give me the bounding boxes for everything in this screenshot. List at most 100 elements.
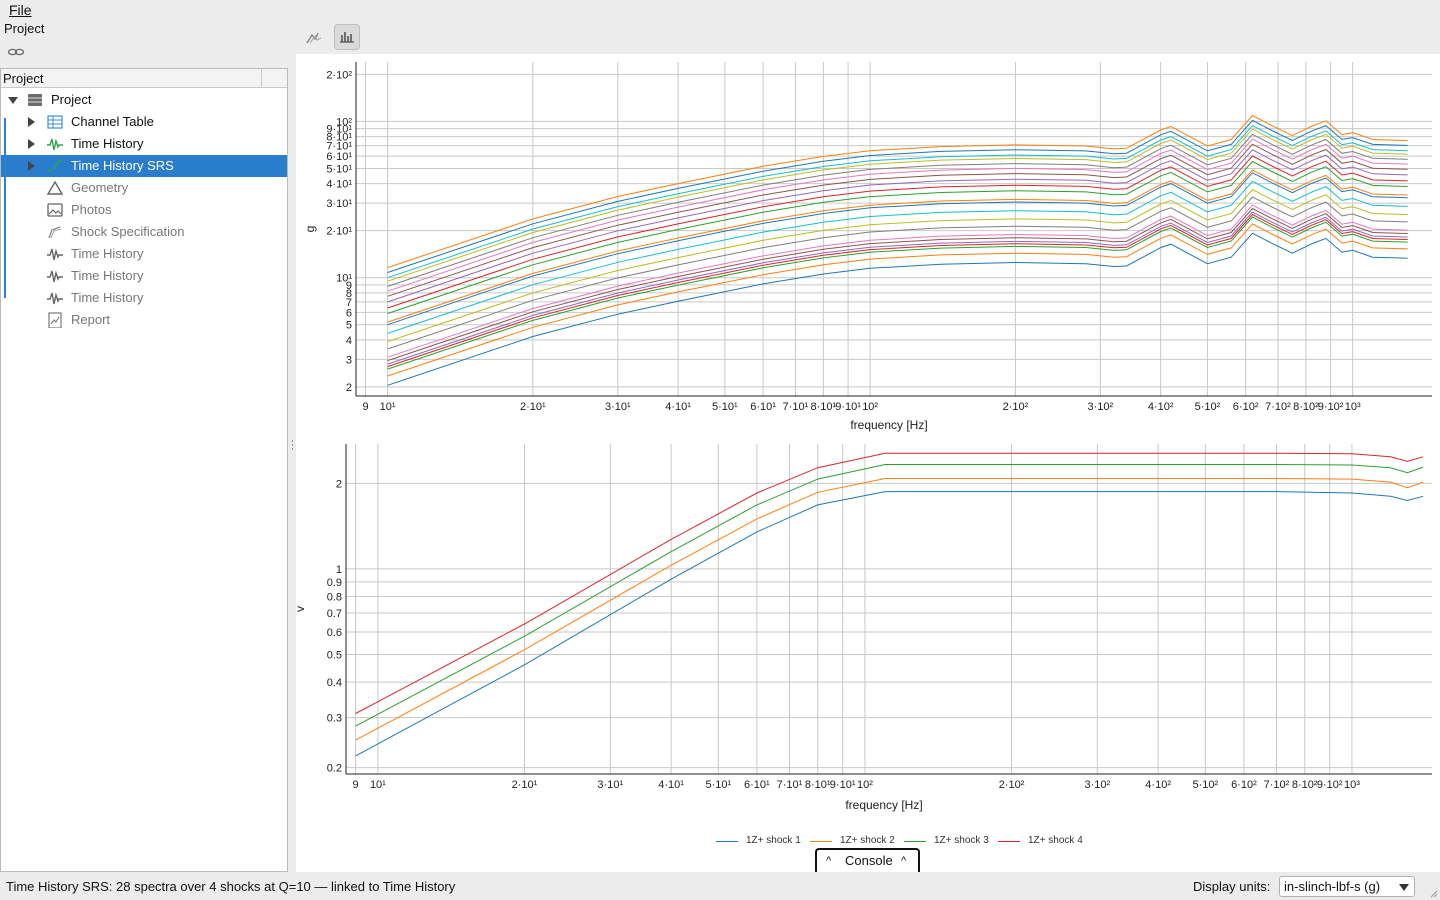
y-axis-label: g (303, 226, 317, 233)
tree-item[interactable]: Project (1, 89, 287, 111)
tree-item[interactable]: Time History SRS (1, 155, 287, 177)
srs-series-line (387, 155, 1408, 309)
x-tick-label: 6·10² (1231, 779, 1257, 791)
console-toggle-button[interactable]: ^ Console ^ (815, 848, 920, 872)
x-tick-label: 9·10¹ (835, 401, 861, 413)
srs-charts[interactable]: 9 10¹ 2·10¹ 3·10¹ 4·10¹ 5·10¹ 6·10¹ 7·10¹ 8·10¹9… (293, 54, 1440, 872)
resize-grip-icon[interactable] (1428, 888, 1438, 898)
panel-splitter[interactable] (290, 438, 294, 454)
expand-arrow-icon[interactable] (28, 139, 35, 149)
velocity-series-line (355, 464, 1424, 727)
tree-item-label: Time History (71, 136, 144, 151)
legend-label: 1Z+ shock 4 (1028, 835, 1083, 846)
legend-swatch (998, 841, 1020, 842)
x-tick-label: 6·10¹ (750, 401, 776, 413)
x-tick-label: 9·10¹ (830, 779, 856, 791)
y-tick-label: 10¹ (336, 273, 352, 285)
srs-series-line (387, 143, 1408, 297)
report-icon (46, 312, 64, 329)
y-tick-label: 4·10¹ (326, 179, 352, 191)
srs-series-line (387, 196, 1408, 350)
srs-series-line (387, 211, 1408, 365)
tree-item-label: Channel Table (71, 114, 154, 129)
tree-item[interactable]: Time History (1, 287, 287, 309)
srs-curve-icon (46, 158, 64, 174)
triangle-icon (46, 180, 64, 196)
expand-arrow-icon[interactable] (28, 161, 35, 171)
x-axis-label: frequency [Hz] (845, 798, 922, 812)
y-tick-label: 2·10² (326, 69, 352, 81)
x-tick-label: 8·10² (1292, 779, 1318, 791)
tree-header[interactable]: Project (1, 69, 287, 88)
srs-series-line (387, 213, 1408, 368)
tree-item[interactable]: Time History (1, 133, 287, 155)
srs-series-line (387, 232, 1408, 386)
x-tick-label: 10¹ (380, 401, 396, 413)
tree-item[interactable]: Photos (1, 199, 287, 221)
velocity-series-line (355, 491, 1424, 757)
y-tick-label: 5·10¹ (326, 163, 352, 175)
waveform-icon (46, 136, 64, 152)
link-icon[interactable] (7, 46, 25, 58)
srs-series-line (387, 223, 1408, 377)
srs-series-line (387, 133, 1408, 287)
table-icon (46, 114, 64, 130)
legend-swatch (904, 841, 926, 842)
tree-item[interactable]: Time History (1, 243, 287, 265)
legend-label: 1Z+ shock 1 (746, 835, 801, 846)
tree-item-label: Time History (71, 246, 144, 261)
y-tick-label: 0.6 (327, 627, 342, 639)
x-tick-label: 3·10² (1088, 401, 1114, 413)
file-menu[interactable]: File (9, 2, 32, 18)
tree-item-label: Time History SRS (71, 158, 174, 173)
tree-item[interactable]: Geometry (1, 177, 287, 199)
y-tick-label: 6·10¹ (326, 151, 352, 163)
project-tree[interactable]: Project Project Channel Table Time History… (0, 68, 288, 872)
y-tick-label: 9 (346, 280, 352, 292)
x-tick-label: 3·10² (1084, 779, 1110, 791)
srs-series-line (387, 149, 1408, 303)
database-icon (26, 92, 44, 108)
x-tick-label: 7·10² (1264, 779, 1290, 791)
y-tick-label: 0.8 (327, 591, 342, 603)
tree-item[interactable]: Time History (1, 265, 287, 287)
velocity-series-line (355, 478, 1424, 741)
status-bar: Time History SRS: 28 spectra over 4 shoc… (0, 874, 1440, 900)
tree-item-label: Report (71, 312, 111, 327)
srs-view-button[interactable] (302, 24, 328, 50)
expand-arrow-open-icon[interactable] (8, 97, 18, 104)
bar-view-button[interactable] (334, 24, 360, 50)
x-tick-label: 2·10² (1003, 401, 1029, 413)
x-tick-label: 4·10² (1145, 779, 1171, 791)
plot-toolbar (296, 22, 1440, 52)
srs-series-line (387, 207, 1408, 362)
srs-series-line (387, 169, 1408, 323)
x-tick-label: 2·10² (999, 779, 1025, 791)
units-select[interactable]: in-slinch-lbf-s (g) (1279, 876, 1415, 897)
tree-item[interactable]: Shock Specification (1, 221, 287, 243)
units-select-value: in-slinch-lbf-s (g) (1284, 879, 1381, 894)
console-label: Console (845, 853, 893, 868)
y-tick-label: 0.3 (327, 713, 342, 725)
legend-label: 1Z+ shock 2 (840, 835, 895, 846)
x-tick-label: 8·10¹ (805, 779, 831, 791)
expand-arrow-icon[interactable] (28, 117, 35, 127)
column-separator[interactable] (261, 69, 262, 88)
tree-item-label: Project (51, 92, 92, 107)
y-tick-label: 5 (346, 320, 352, 332)
tree-header-label: Project (3, 71, 44, 86)
tree-item[interactable]: Channel Table (1, 111, 287, 133)
y-tick-label: 0.9 (327, 577, 342, 589)
y-tick-label: 7 (346, 297, 352, 309)
legend-swatch (716, 841, 738, 842)
srs-series-line (387, 204, 1408, 358)
y-tick-label: 3 (346, 354, 352, 366)
x-tick-label: 2·10¹ (520, 401, 546, 413)
tree-item[interactable]: Report (1, 309, 287, 331)
bar-chart-icon (340, 32, 354, 43)
x-tick-label: 5·10¹ (705, 779, 731, 791)
plot-area: 9 10¹ 2·10¹ 3·10¹ 4·10¹ 5·10¹ 6·10¹ 7·10¹ 8·10¹ 9… (293, 54, 1440, 872)
srs-series-line (387, 160, 1408, 314)
x-tick-label: 4·10² (1148, 401, 1174, 413)
x-tick-label: 5·10² (1195, 401, 1221, 413)
